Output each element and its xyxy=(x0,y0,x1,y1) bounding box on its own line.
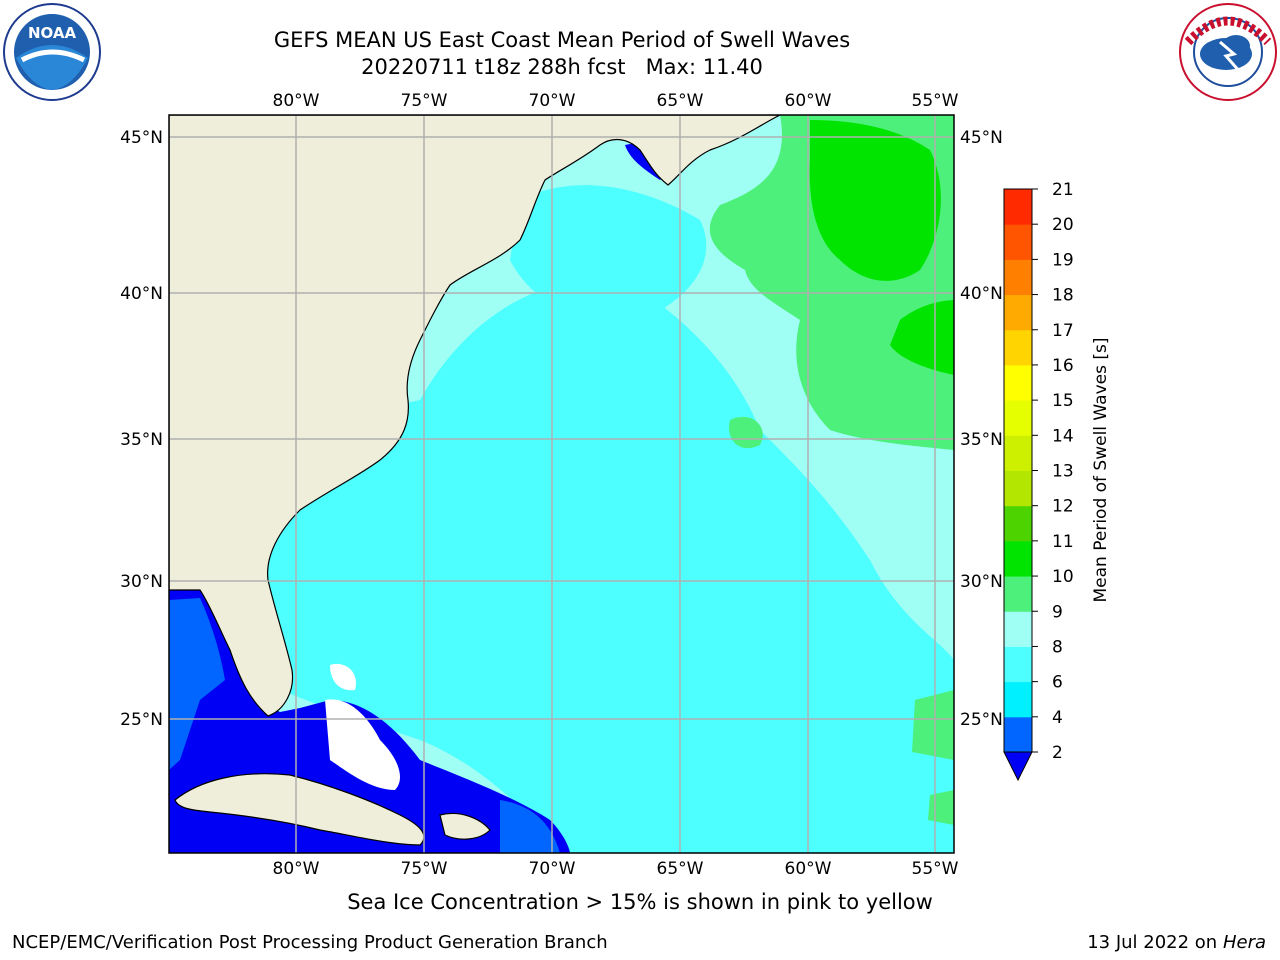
colorbar-segment xyxy=(1004,716,1032,753)
lat-label-right: 30°N xyxy=(960,572,1003,592)
colorbar-segment xyxy=(1004,646,1032,683)
chart-subtitle: 20220711 t18z 288h fcst Max: 11.40 xyxy=(361,55,763,79)
noaa-logo: NOAA xyxy=(3,3,101,101)
lat-label-left: 25°N xyxy=(120,710,163,730)
colorbar-tick-label: 18 xyxy=(1052,286,1074,306)
colorbar-tick-label: 21 xyxy=(1052,180,1074,200)
colorbar-segment xyxy=(1004,681,1032,718)
colorbar-tick-label: 14 xyxy=(1052,426,1074,446)
land-cuba xyxy=(174,773,425,846)
swell-zone-10-11 xyxy=(890,300,954,375)
colorbar-tick-label: 12 xyxy=(1052,497,1074,517)
colorbar-under-arrow xyxy=(1003,751,1033,782)
lat-label-left: 45°N xyxy=(120,128,163,148)
colorbar-segment xyxy=(1004,470,1032,507)
swell-zone-2-4 xyxy=(500,800,560,853)
colorbar-tick-label: 10 xyxy=(1052,567,1074,587)
noaa-logo-text: NOAA xyxy=(28,24,77,42)
colorbar-tick-label: 8 xyxy=(1052,637,1063,657)
colorbar-tick-label: 15 xyxy=(1052,391,1074,411)
lon-label-bottom: 60°W xyxy=(785,859,832,879)
colorbar-segment xyxy=(1004,611,1032,647)
colorbar-segment xyxy=(1004,435,1032,471)
lon-label-top: 75°W xyxy=(401,91,448,111)
colorbar-tick-label: 2 xyxy=(1052,743,1063,763)
lon-label-top: 65°W xyxy=(657,91,704,111)
swell-zone-10-11 xyxy=(809,120,941,281)
colorbar-segment xyxy=(1004,540,1032,577)
swell-zone-9-10 xyxy=(928,790,954,825)
lat-label-right: 45°N xyxy=(960,128,1003,148)
lon-label-bottom: 70°W xyxy=(529,859,576,879)
nws-logo xyxy=(1179,3,1277,101)
colorbar-segment xyxy=(1004,400,1032,436)
colorbar-tick-label: 17 xyxy=(1052,321,1074,341)
swell-zone-2-4 xyxy=(169,598,225,770)
swell-zone-6-8 xyxy=(560,552,746,710)
colorbar-tick-label: 9 xyxy=(1052,602,1063,622)
colorbar-tick-label: 11 xyxy=(1052,532,1074,552)
lon-label-bottom: 75°W xyxy=(401,859,448,879)
lat-label-right: 35°N xyxy=(960,430,1003,450)
colorbar-segment xyxy=(1004,364,1032,401)
lat-label-right: 25°N xyxy=(960,710,1003,730)
credit-host: Hera xyxy=(1222,932,1266,953)
lon-label-top: 60°W xyxy=(785,91,832,111)
lat-label-left: 30°N xyxy=(120,572,163,592)
colorbar-tick-label: 6 xyxy=(1052,673,1063,693)
lon-label-bottom: 55°W xyxy=(912,859,959,879)
lat-label-left: 40°N xyxy=(120,284,163,304)
swell-zone-9-10 xyxy=(729,416,763,449)
colorbar-segment xyxy=(1004,294,1032,331)
land-north-america xyxy=(169,115,781,717)
chart-title: GEFS MEAN US East Coast Mean Period of S… xyxy=(273,28,851,52)
colorbar-segment xyxy=(1004,259,1032,296)
lon-label-bottom: 65°W xyxy=(657,859,704,879)
lat-label-left: 35°N xyxy=(120,430,163,450)
sea-ice-note: Sea Ice Concentration > 15% is shown in … xyxy=(347,890,933,914)
colorbar-segment xyxy=(1004,224,1032,260)
colorbar-tick-label: 19 xyxy=(1052,250,1074,270)
lon-label-top: 55°W xyxy=(912,91,959,111)
colorbar-tick-label: 4 xyxy=(1052,708,1063,728)
swell-zone-6-8 xyxy=(510,185,707,322)
colorbar-label: Mean Period of Swell Waves [s] xyxy=(1091,338,1111,603)
lon-label-top: 70°W xyxy=(529,91,576,111)
lon-label-top: 80°W xyxy=(273,91,320,111)
map-grid xyxy=(169,115,954,853)
colorbar-tick-label: 20 xyxy=(1052,215,1074,235)
lon-label-bottom: 80°W xyxy=(273,859,320,879)
land-hispaniola xyxy=(439,812,491,840)
colorbar-segment xyxy=(1004,576,1032,612)
credit-date: 13 Jul 2022 on xyxy=(1087,932,1223,953)
colorbar-segment xyxy=(1004,505,1032,542)
colorbar: 2 4 6 8 9 10 11 12 13 14 15 16 17 18 19 20 21 xyxy=(1003,180,1074,782)
credit-left: NCEP/EMC/Verification Post Processing Pr… xyxy=(12,932,608,953)
colorbar-tick-label: 16 xyxy=(1052,356,1074,376)
lat-label-right: 40°N xyxy=(960,284,1003,304)
colorbar-tick-label: 13 xyxy=(1052,462,1074,482)
no-data-area xyxy=(330,663,356,691)
swell-zone-9-10 xyxy=(912,690,954,760)
map-frame xyxy=(168,114,955,854)
credit-right: 13 Jul 2022 on Hera xyxy=(1087,932,1266,953)
colorbar-segment xyxy=(1004,329,1032,366)
map-area xyxy=(169,115,954,853)
colorbar-segment xyxy=(1004,189,1032,225)
no-data-area xyxy=(325,699,400,790)
